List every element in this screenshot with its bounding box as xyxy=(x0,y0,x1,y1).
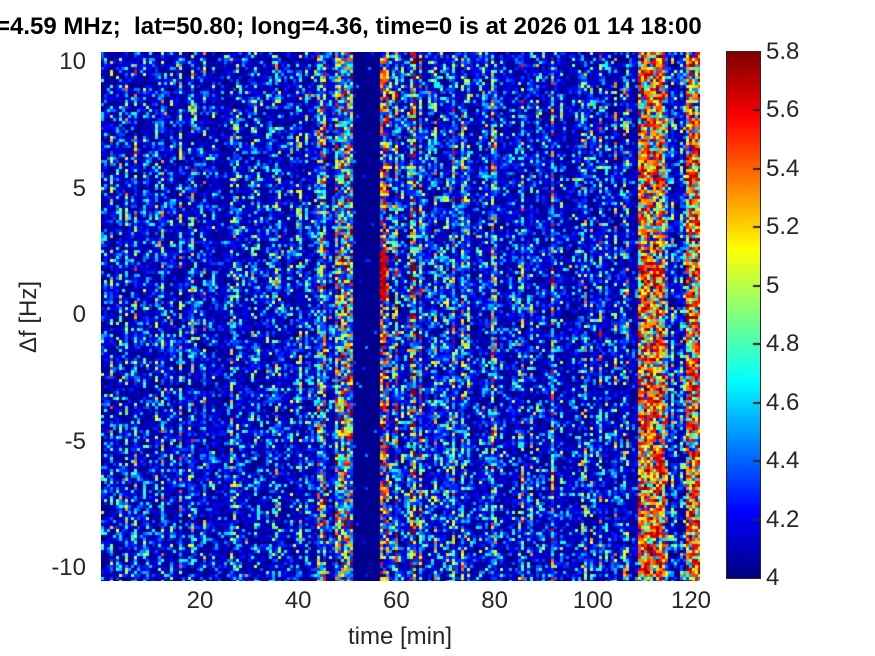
x-tick-label: 120 xyxy=(670,587,712,614)
y-tick-label: -5 xyxy=(64,427,86,455)
x-tick-label: 100 xyxy=(572,587,613,614)
x-tick-label: 40 xyxy=(284,587,312,614)
x-tick-label: 20 xyxy=(186,587,214,614)
colorbar-tick-label: 5.4 xyxy=(766,154,800,182)
y-tick-label: 10 xyxy=(59,48,86,75)
y-tick-label: 0 xyxy=(72,301,86,328)
colorbar xyxy=(726,51,761,579)
colorbar-canvas xyxy=(727,52,760,578)
y-tick-label: 5 xyxy=(72,174,86,202)
x-axis-label: time [min] xyxy=(347,623,452,650)
colorbar-tick-label: 4.4 xyxy=(766,447,800,475)
colorbar-tick-label: 4.8 xyxy=(766,330,800,358)
colorbar-tick-label: 5.8 xyxy=(766,38,800,65)
colorbar-tick-label: 5 xyxy=(766,271,780,299)
colorbar-tick-label: 4 xyxy=(766,564,780,591)
x-tick-label: 60 xyxy=(383,587,410,614)
colorbar-tick-label: 4.6 xyxy=(766,388,800,416)
colorbar-tick-label: 5.6 xyxy=(766,96,800,124)
colorbar-tick-label: 5.2 xyxy=(766,213,800,241)
x-tick-label: 80 xyxy=(481,587,508,614)
spectrogram-canvas xyxy=(101,52,700,581)
colorbar-tick-label: 4.2 xyxy=(766,505,800,533)
spectrogram-plot xyxy=(101,52,700,581)
y-tick-label: -10 xyxy=(51,554,86,581)
plot-title: =4.59 MHz; lat=50.80; long=4.36, time=0 … xyxy=(0,13,702,40)
